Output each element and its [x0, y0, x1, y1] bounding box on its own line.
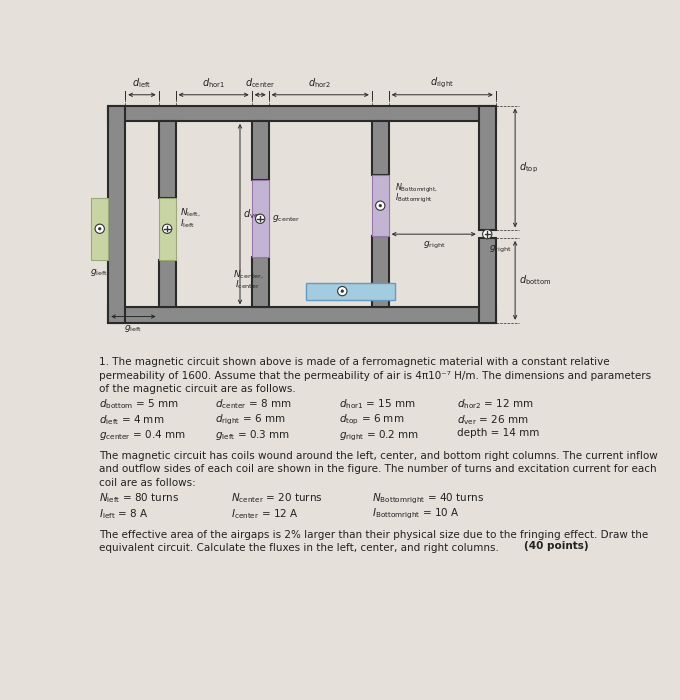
Circle shape [379, 204, 381, 207]
Circle shape [256, 214, 265, 223]
Text: $d_\mathrm{top}$: $d_\mathrm{top}$ [519, 161, 538, 175]
Text: $d_\mathrm{bottom}$ = 5 mm: $d_\mathrm{bottom}$ = 5 mm [99, 398, 179, 411]
Circle shape [163, 224, 172, 233]
Text: $d_\mathrm{center}$: $d_\mathrm{center}$ [245, 76, 275, 90]
Bar [158, 121, 175, 198]
Text: $I_\mathrm{left}$: $I_\mathrm{left}$ [180, 217, 194, 230]
Text: 1. The magnetic circuit shown above is made of a ferromagnetic material with a c: 1. The magnetic circuit shown above is m… [99, 357, 651, 393]
Text: $d_\mathrm{right}$ = 6 mm: $d_\mathrm{right}$ = 6 mm [215, 413, 286, 427]
Text: $d_\mathrm{center}$ = 8 mm: $d_\mathrm{center}$ = 8 mm [215, 398, 292, 411]
Text: $N_\mathrm{left,}$: $N_\mathrm{left,}$ [180, 207, 200, 220]
Text: $g_\mathrm{center}$ = 0.4 mm: $g_\mathrm{center}$ = 0.4 mm [99, 428, 186, 442]
Text: $d_\mathrm{hor1}$: $d_\mathrm{hor1}$ [202, 76, 225, 90]
Text: $I_\mathrm{Bottomright}$ = 10 A: $I_\mathrm{Bottomright}$ = 10 A [372, 507, 460, 521]
Text: $N_\mathrm{left}$ = 80 turns: $N_\mathrm{left}$ = 80 turns [99, 491, 179, 505]
Circle shape [338, 286, 347, 295]
Circle shape [483, 230, 492, 239]
Text: $d_\mathrm{bottom}$: $d_\mathrm{bottom}$ [519, 274, 551, 287]
Bar [158, 260, 175, 307]
Text: $N_\mathrm{Bottomright,}$: $N_\mathrm{Bottomright,}$ [395, 182, 438, 195]
Text: $I_\mathrm{center}$ = 12 A: $I_\mathrm{center}$ = 12 A [231, 507, 299, 521]
Bar [108, 106, 496, 121]
Text: $g_\mathrm{left}$: $g_\mathrm{left}$ [124, 323, 142, 334]
Bar [158, 198, 175, 260]
Text: $d_\mathrm{ver}$ = 26 mm: $d_\mathrm{ver}$ = 26 mm [457, 413, 529, 426]
Circle shape [99, 228, 101, 230]
Bar [108, 307, 496, 323]
Text: depth = 14 mm: depth = 14 mm [457, 428, 539, 438]
Text: $d_\mathrm{top}$ = 6 mm: $d_\mathrm{top}$ = 6 mm [339, 413, 405, 427]
Text: $I_\mathrm{center}$: $I_\mathrm{center}$ [235, 278, 260, 290]
Text: $g_\mathrm{center}$: $g_\mathrm{center}$ [272, 214, 300, 224]
Text: $g_\mathrm{right}$ = 0.2 mm: $g_\mathrm{right}$ = 0.2 mm [339, 428, 419, 442]
Text: $d_\mathrm{left}$: $d_\mathrm{left}$ [132, 76, 151, 90]
Text: $N_\mathrm{center,}$: $N_\mathrm{center,}$ [233, 269, 263, 281]
Text: $I_\mathrm{left}$ = 8 A: $I_\mathrm{left}$ = 8 A [99, 507, 148, 521]
Circle shape [95, 224, 104, 233]
Bar [306, 283, 395, 300]
Bar [91, 198, 108, 260]
Bar [252, 258, 269, 307]
Bar [372, 175, 389, 237]
Text: $g_\mathrm{right}$: $g_\mathrm{right}$ [422, 240, 445, 251]
Text: The effective area of the airgaps is 2% larger than their physical size due to t: The effective area of the airgaps is 2% … [99, 530, 648, 553]
Text: (40 points): (40 points) [524, 540, 589, 551]
Text: The magnetic circuit has coils wound around the left, center, and bottom right c: The magnetic circuit has coils wound aro… [99, 452, 658, 488]
Bar [372, 237, 389, 307]
Circle shape [375, 201, 385, 210]
Bar [108, 106, 125, 323]
Bar [479, 238, 496, 323]
Text: $g_\mathrm{right}$: $g_\mathrm{right}$ [489, 244, 511, 256]
Text: $d_\mathrm{ver}$: $d_\mathrm{ver}$ [243, 207, 262, 221]
Text: $d_\mathrm{hor2}$: $d_\mathrm{hor2}$ [308, 76, 331, 90]
Text: $I_\mathrm{Bottomright}$: $I_\mathrm{Bottomright}$ [395, 191, 433, 204]
Text: $d_\mathrm{hor2}$ = 12 mm: $d_\mathrm{hor2}$ = 12 mm [457, 398, 534, 411]
Bar [479, 106, 496, 230]
Text: $N_\mathrm{Bottomright}$ = 40 turns: $N_\mathrm{Bottomright}$ = 40 turns [372, 491, 483, 505]
Bar [252, 180, 269, 258]
Text: $d_\mathrm{left}$ = 4 mm: $d_\mathrm{left}$ = 4 mm [99, 413, 165, 426]
Text: $g_\mathrm{left}$ = 0.3 mm: $g_\mathrm{left}$ = 0.3 mm [215, 428, 290, 442]
Text: $N_\mathrm{center}$ = 20 turns: $N_\mathrm{center}$ = 20 turns [231, 491, 322, 505]
Circle shape [341, 290, 343, 293]
Bar [372, 121, 389, 175]
Text: $d_\mathrm{right}$: $d_\mathrm{right}$ [430, 76, 454, 90]
Bar [252, 121, 269, 180]
Text: $d_\mathrm{hor1}$ = 15 mm: $d_\mathrm{hor1}$ = 15 mm [339, 398, 416, 411]
Text: $g_\mathrm{left}$: $g_\mathrm{left}$ [90, 267, 107, 279]
